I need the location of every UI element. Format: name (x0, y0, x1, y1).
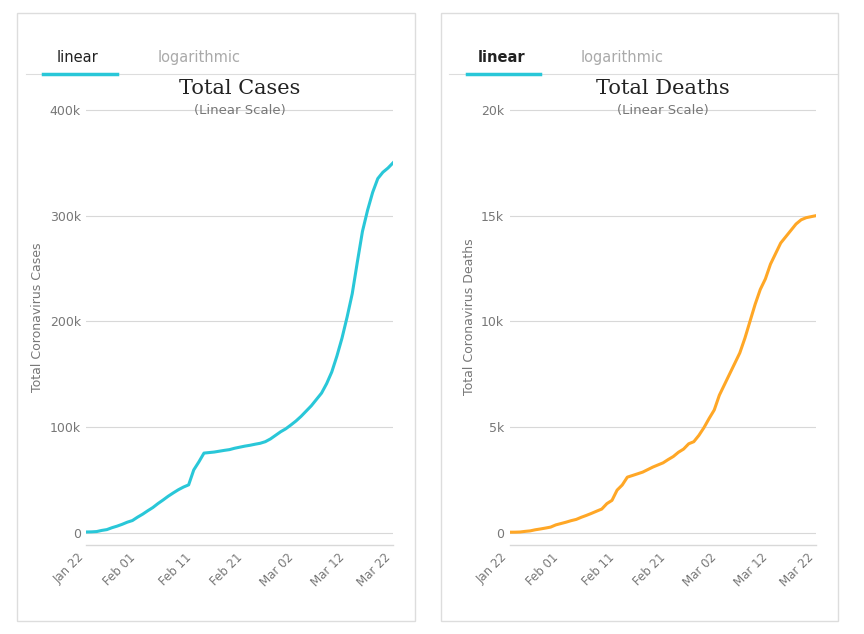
Text: linear: linear (57, 49, 98, 65)
Y-axis label: Total Coronavirus Cases: Total Coronavirus Cases (31, 242, 44, 392)
Text: (Linear Scale): (Linear Scale) (194, 104, 286, 117)
Text: linear: linear (477, 49, 525, 65)
Text: (Linear Scale): (Linear Scale) (617, 104, 709, 117)
Text: logarithmic: logarithmic (157, 49, 240, 65)
Text: Total Cases: Total Cases (179, 79, 301, 98)
Y-axis label: Total Coronavirus Deaths: Total Coronavirus Deaths (462, 238, 475, 396)
Text: Total Deaths: Total Deaths (596, 79, 730, 98)
Text: logarithmic: logarithmic (581, 49, 664, 65)
